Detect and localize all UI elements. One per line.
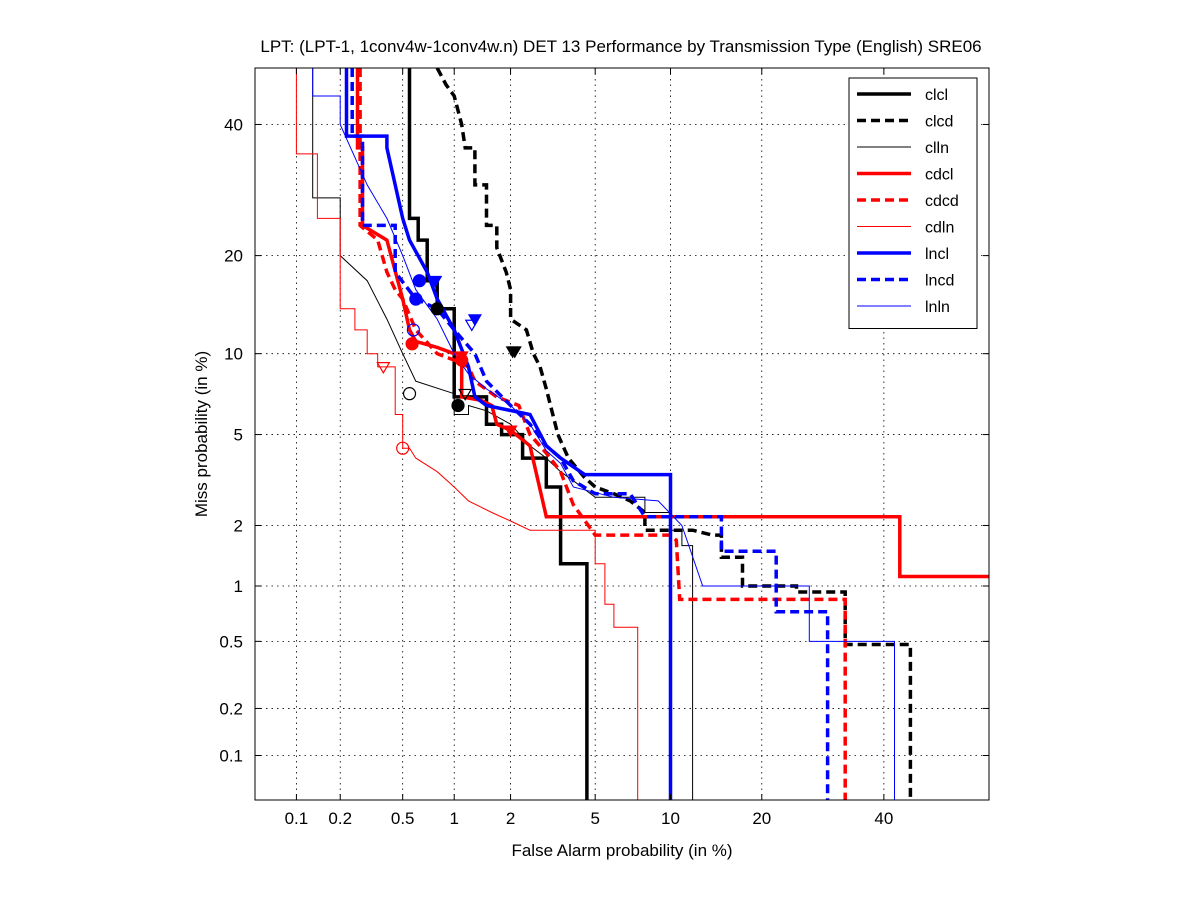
legend-label-cdcl: cdcl [925,167,953,184]
marker-lnln-triangle [464,319,479,332]
marker-cdln-circle [396,441,410,455]
x-tick-label: 40 [874,809,893,828]
x-axis-label: False Alarm probability (in %) [511,841,732,860]
y-tick-label: 20 [224,247,243,266]
x-tick-label: 10 [661,809,680,828]
marker-lncd-circle [409,292,423,306]
marker-clln-circle [402,387,417,401]
y-axis-label: Miss probability (in %) [192,351,211,517]
x-tick-label: 2 [506,809,515,828]
y-tick-label: 40 [224,115,243,134]
y-tick-label: 0.2 [219,699,243,718]
marker-lncl-triangle [428,275,443,288]
legend-label-lncl: lncl [925,246,949,263]
legend: clcl clcd clln cdcl cdcd cdln lncl lncd lnln [848,77,978,329]
x-tick-label: 0.2 [328,809,352,828]
series-line-lncl [344,68,673,800]
legend-label-clcd: clcd [925,114,953,131]
marker-clcl-circle [451,398,465,413]
x-tick-label: 5 [590,809,599,828]
legend-label-lnln: lnln [925,299,950,316]
chart-title: LPT: (LPT-1, 1conv4w-1conv4w.n) DET 13 P… [260,37,981,56]
y-tick-label: 2 [234,516,243,535]
marker-lncl-circle [412,274,427,288]
series-line-cdcl [355,68,989,579]
marker-cdcd-circle [455,353,469,367]
legend-label-cdcd: cdcd [925,193,959,210]
marker-clcl-circle [430,302,444,316]
legend-label-cdln: cdln [925,220,954,237]
series-line-cdln [295,68,639,800]
x-axis-ticks: 0.1 0.2 0.5 1 2 5 10 20 40 [285,68,893,828]
series-line-cdcd [358,68,847,800]
legend-label-lncd: lncd [925,273,954,290]
x-tick-label: 0.1 [285,809,309,828]
marker-cdcl-circle [405,337,419,351]
series-markers [376,274,522,455]
x-tick-label: 0.5 [391,809,415,828]
marker-clln-triangle [458,388,473,401]
y-tick-label: 0.1 [219,747,243,766]
y-tick-label: 5 [234,426,243,445]
y-axis-ticks: 0.1 0.2 0.5 1 2 5 10 20 40 [219,115,989,766]
y-tick-label: 0.5 [219,632,243,651]
marker-cdln-triangle [376,362,391,375]
series-line-clcd [435,68,913,800]
legend-box [848,77,978,329]
legend-label-clcl: clcl [925,87,948,104]
x-tick-label: 20 [752,809,771,828]
series-line-lnln [312,68,895,800]
y-tick-label: 10 [224,345,243,364]
series-lines [295,68,989,800]
marker-cdcd-triangle [503,425,518,438]
y-tick-label: 1 [234,577,243,596]
x-tick-label: 1 [449,809,458,828]
marker-lnln-circle [406,323,420,337]
legend-label-clln: clln [925,140,949,157]
marker-clcd-triangle [507,346,522,359]
plot-frame [254,67,990,801]
